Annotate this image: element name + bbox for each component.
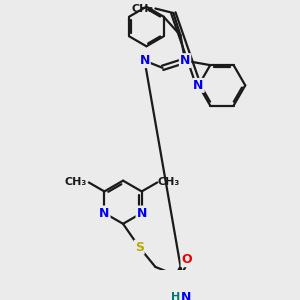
Text: CH₃: CH₃ <box>131 4 154 14</box>
Text: N: N <box>140 54 150 67</box>
Text: N: N <box>193 79 204 92</box>
Text: N: N <box>99 206 110 220</box>
Text: N: N <box>181 291 191 300</box>
Text: H: H <box>170 292 180 300</box>
Text: CH₃: CH₃ <box>157 177 179 188</box>
Text: N: N <box>180 54 190 67</box>
Text: S: S <box>135 241 144 254</box>
Text: CH₃: CH₃ <box>65 177 87 188</box>
Text: N: N <box>136 206 147 220</box>
Text: O: O <box>182 253 192 266</box>
